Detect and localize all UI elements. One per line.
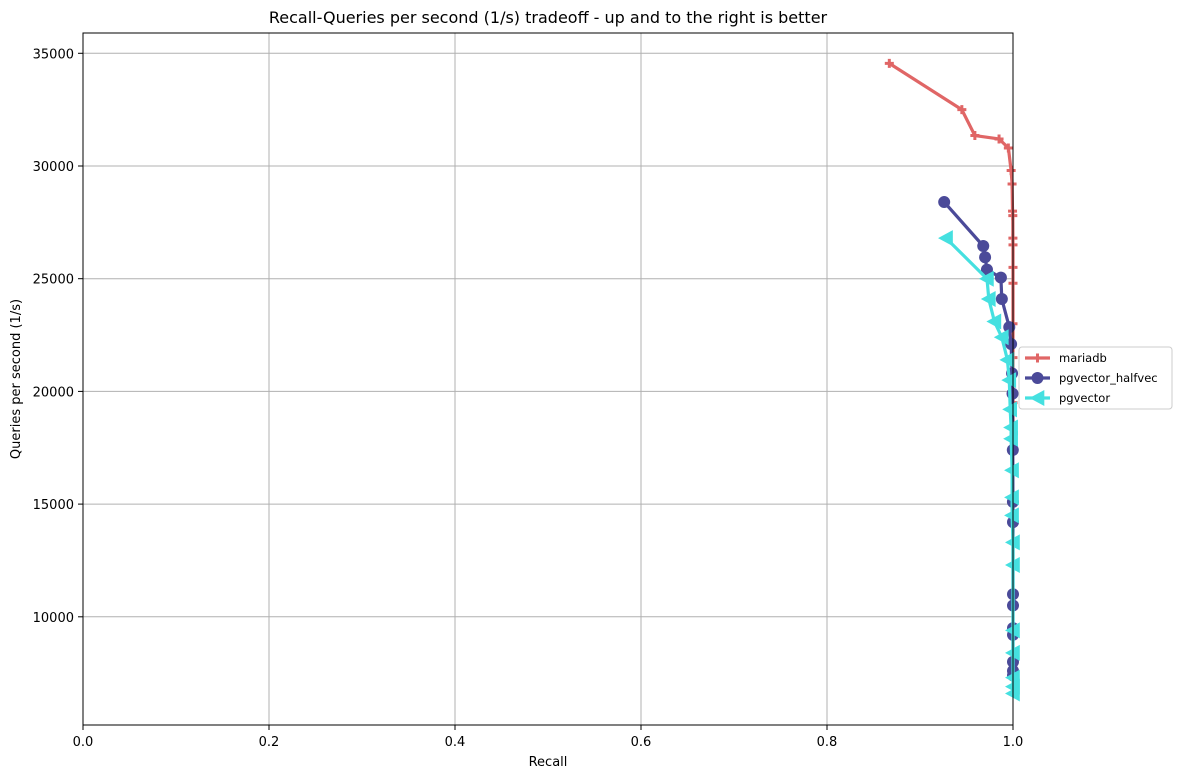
legend: mariadb pgvector_halfvec pgvector bbox=[1018, 346, 1173, 410]
y-axis-label: Queries per second (1/s) bbox=[9, 299, 24, 459]
data-point-marker bbox=[978, 270, 994, 287]
data-point-marker bbox=[1004, 507, 1019, 524]
data-point-marker bbox=[1005, 685, 1020, 702]
data-point-marker bbox=[970, 131, 980, 141]
data-point-marker bbox=[1006, 165, 1016, 175]
data-point-marker bbox=[1005, 556, 1020, 573]
data-point-marker bbox=[1029, 390, 1045, 406]
data-point-marker bbox=[999, 351, 1015, 368]
data-point-marker bbox=[1004, 462, 1019, 479]
y-tick-label: 30000 bbox=[33, 160, 74, 175]
data-point-marker bbox=[938, 230, 953, 247]
data-point-marker bbox=[1005, 644, 1020, 661]
legend-item: mariadb bbox=[1025, 351, 1107, 365]
data-point-marker bbox=[986, 313, 1002, 330]
x-axis-label: Recall bbox=[529, 755, 568, 770]
data-point-marker bbox=[1003, 143, 1013, 153]
chart-title: Recall-Queries per second (1/s) tradeoff… bbox=[269, 8, 828, 27]
data-point-marker bbox=[994, 271, 1007, 284]
x-tick-label: 0.6 bbox=[631, 735, 652, 750]
data-point-marker bbox=[957, 105, 967, 115]
data-point-marker bbox=[1004, 489, 1019, 506]
y-tick-label: 20000 bbox=[33, 385, 74, 400]
y-tick-label: 35000 bbox=[33, 47, 74, 62]
data-point-marker bbox=[1033, 353, 1042, 363]
axis-ticks: 0.0 0.2 0.4 0.6 0.8 1.0 10000 15000 20000 25000 30… bbox=[33, 47, 1024, 750]
legend-label: mariadb bbox=[1059, 351, 1107, 365]
data-point-marker bbox=[1003, 419, 1018, 436]
data-point-marker bbox=[995, 292, 1008, 305]
data-point-marker bbox=[977, 240, 990, 253]
legend-item: pgvector_halfvec bbox=[1025, 371, 1158, 385]
x-tick-label: 0.2 bbox=[259, 735, 280, 750]
data-point-marker bbox=[1007, 179, 1017, 189]
data-point-marker bbox=[884, 58, 894, 68]
legend-label: pgvector bbox=[1059, 391, 1110, 405]
x-tick-label: 0.8 bbox=[817, 735, 838, 750]
y-tick-label: 15000 bbox=[33, 498, 74, 513]
x-tick-label: 1.0 bbox=[1003, 735, 1024, 750]
data-point-marker bbox=[980, 290, 996, 307]
data-point-marker bbox=[1031, 372, 1044, 384]
y-tick-label: 25000 bbox=[33, 273, 74, 288]
y-tick-label: 10000 bbox=[33, 611, 74, 626]
x-tick-label: 0.0 bbox=[73, 735, 94, 750]
legend-item: pgvector bbox=[1025, 390, 1110, 406]
data-point-marker bbox=[1003, 430, 1018, 447]
data-point-marker bbox=[980, 263, 993, 276]
legend-label: pgvector_halfvec bbox=[1059, 371, 1158, 385]
data-point-marker bbox=[1005, 622, 1020, 639]
x-tick-label: 0.4 bbox=[445, 735, 466, 750]
data-point-marker bbox=[994, 134, 1004, 144]
data-point-marker bbox=[1001, 372, 1017, 389]
data-point-marker bbox=[938, 196, 951, 209]
data-point-marker bbox=[979, 251, 992, 264]
data-point-marker bbox=[993, 329, 1009, 346]
data-point-marker bbox=[1003, 321, 1016, 334]
legend-box bbox=[1018, 346, 1173, 410]
data-point-marker bbox=[1005, 534, 1020, 551]
plot-area-frame bbox=[82, 32, 1014, 726]
